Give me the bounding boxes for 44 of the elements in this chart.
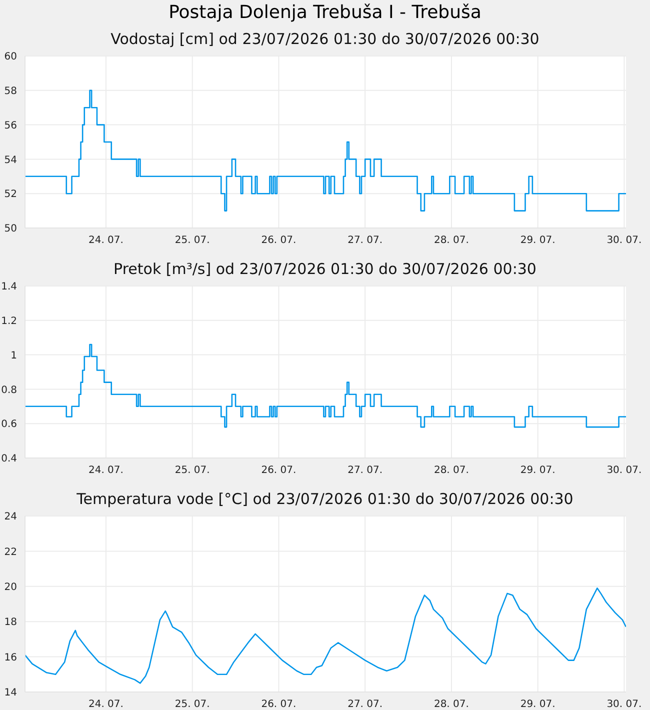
y-tick-label: 18	[4, 617, 17, 628]
x-tick-label: 27. 07.	[348, 699, 383, 710]
y-tick-label: 0.8	[1, 384, 17, 396]
x-tick-label: 28. 07.	[434, 699, 469, 710]
chart-title: Temperatura vode [°C] od 23/07/2026 01:30 do 30/07/2026 00:30	[76, 489, 574, 510]
chart-title: Postaja Dolenja Trebuša I - Trebuša	[168, 2, 482, 23]
x-tick-label: 25. 07.	[174, 699, 210, 710]
x-tick-label: 24. 07.	[88, 699, 124, 710]
x-tick-label: 30. 07.	[606, 465, 642, 476]
x-tick-label: 27. 07.	[348, 465, 383, 476]
x-tick-label: 24. 07.	[88, 465, 124, 476]
y-tick-label: 0.6	[1, 419, 17, 430]
y-tick-label: 22	[4, 546, 17, 558]
x-tick-label: 30. 07.	[606, 699, 642, 710]
y-tick-label: 16	[4, 652, 17, 664]
y-tick-label: 24	[4, 512, 17, 523]
y-tick-label: 0.4	[1, 454, 17, 465]
x-tick-label: 27. 07.	[348, 235, 383, 246]
x-tick-label: 30. 07.	[606, 235, 642, 246]
x-tick-label: 29. 07.	[520, 235, 556, 246]
y-tick-label: 54	[4, 154, 17, 166]
y-tick-label: 60	[4, 52, 17, 63]
y-tick-label: 52	[4, 189, 17, 200]
y-tick-label: 20	[4, 582, 17, 593]
y-tick-label: 1.2	[1, 316, 17, 327]
y-tick-label: 50	[4, 224, 17, 235]
x-tick-label: 29. 07.	[520, 699, 556, 710]
chart-subtitle: Vodostaj [cm] od 23/07/2026 01:30 do 30/07/2026 00:30	[110, 29, 540, 50]
x-tick-label: 26. 07.	[261, 699, 296, 710]
y-tick-label: 1	[10, 350, 17, 362]
x-tick-label: 26. 07.	[261, 465, 296, 476]
y-tick-label: 14	[4, 688, 17, 699]
x-tick-label: 26. 07.	[261, 235, 296, 246]
x-tick-label: 29. 07.	[520, 465, 556, 476]
x-tick-label: 28. 07.	[434, 235, 469, 246]
y-tick-label: 56	[4, 120, 17, 132]
x-tick-label: 25. 07.	[174, 235, 210, 246]
chart-title: Pretok [m³/s] od 23/07/2026 01:30 do 30/07/2026 00:30	[112, 259, 538, 280]
x-tick-label: 25. 07.	[174, 465, 210, 476]
x-tick-label: 24. 07.	[88, 235, 124, 246]
y-tick-label: 1.4	[1, 282, 17, 293]
x-tick-label: 28. 07.	[434, 465, 469, 476]
line-series	[25, 588, 626, 684]
y-tick-label: 58	[4, 86, 17, 97]
